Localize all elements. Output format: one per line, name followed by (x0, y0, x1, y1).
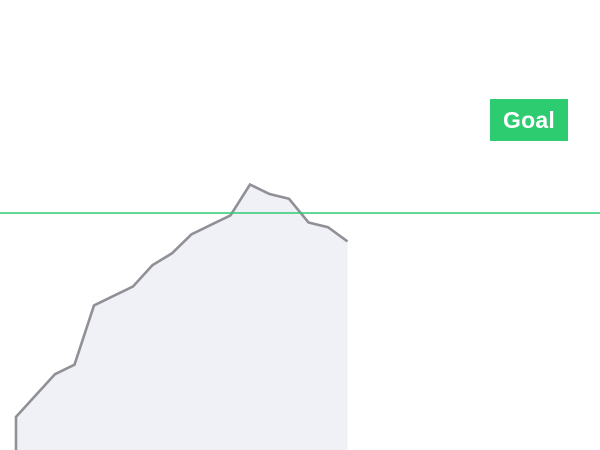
goal-badge: Goal (490, 99, 568, 141)
series-area-fill (16, 184, 348, 450)
series-line (14, 182, 349, 450)
